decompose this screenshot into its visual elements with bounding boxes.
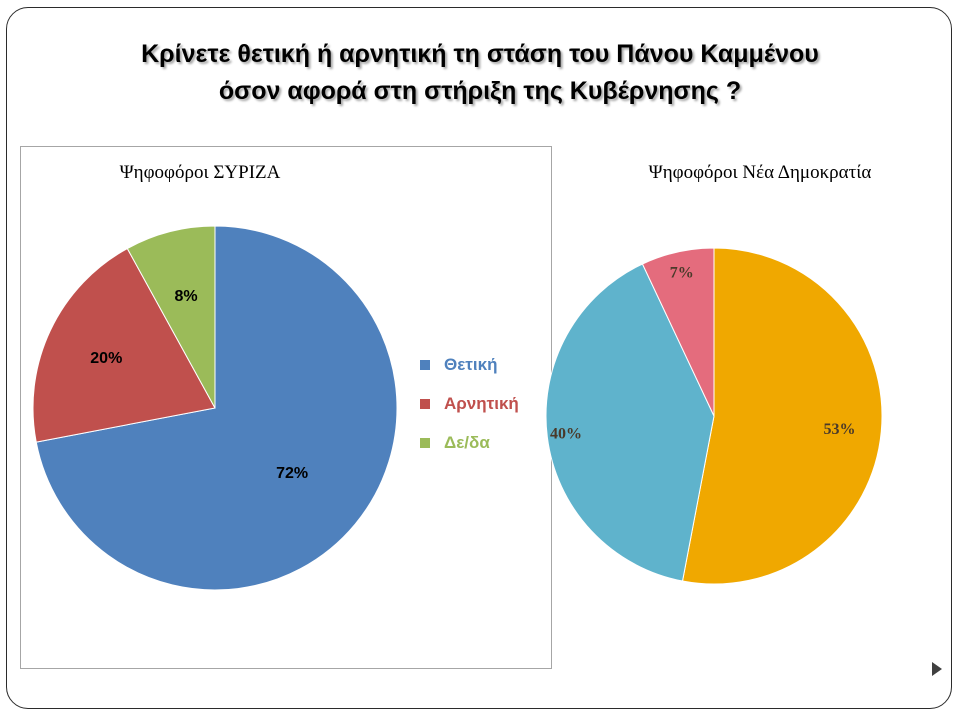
legend-syriza: Θετική Αρνητική Δε/δα	[420, 355, 519, 452]
legend-label-1: Αρνητική	[444, 394, 519, 413]
legend-swatch-1	[420, 399, 430, 409]
pie-syriza: 72% 20% 8%	[32, 225, 398, 591]
chart-title-syriza: Ψηφοφόροι ΣΥΡΙΖΑ	[120, 162, 281, 183]
legend-swatch-0	[420, 360, 430, 370]
data-label-1-1: 40%	[550, 425, 582, 442]
pie-slice-1-1	[545, 263, 715, 582]
data-label-1-0: 53%	[823, 421, 855, 438]
pie-slice-0-2	[126, 225, 216, 409]
slide-title-line-1: Κρίνετε θετική ή αρνητική τη στάση του Π…	[141, 40, 819, 68]
pie-slice-0-1	[32, 247, 216, 443]
pie-slice-1-2	[641, 247, 715, 417]
data-label-0-0: 72%	[276, 465, 308, 482]
legend-label-2: Δε/δα	[444, 433, 490, 452]
data-label-0-2: 8%	[174, 288, 197, 305]
slide-title: Κρίνετε θετική ή αρνητική τη στάση του Π…	[0, 36, 960, 110]
legend-swatch-2	[420, 438, 430, 448]
data-label-1-2: 7%	[670, 265, 694, 282]
data-label-0-1: 20%	[90, 350, 122, 367]
chart-title-nd: Ψηφοφόροι Νέα Δημοκρατία	[649, 162, 872, 183]
pie-nd: 53% 40% 7%	[545, 247, 883, 585]
slide-title-line-2: όσον αφορά στη στήριξη της Κυβέρνησης ?	[218, 77, 742, 105]
pie-slice-0-0	[35, 225, 398, 591]
next-slide-arrow-icon[interactable]	[932, 662, 942, 676]
pie-slice-1-0	[681, 247, 883, 585]
legend-label-0: Θετική	[444, 355, 497, 374]
